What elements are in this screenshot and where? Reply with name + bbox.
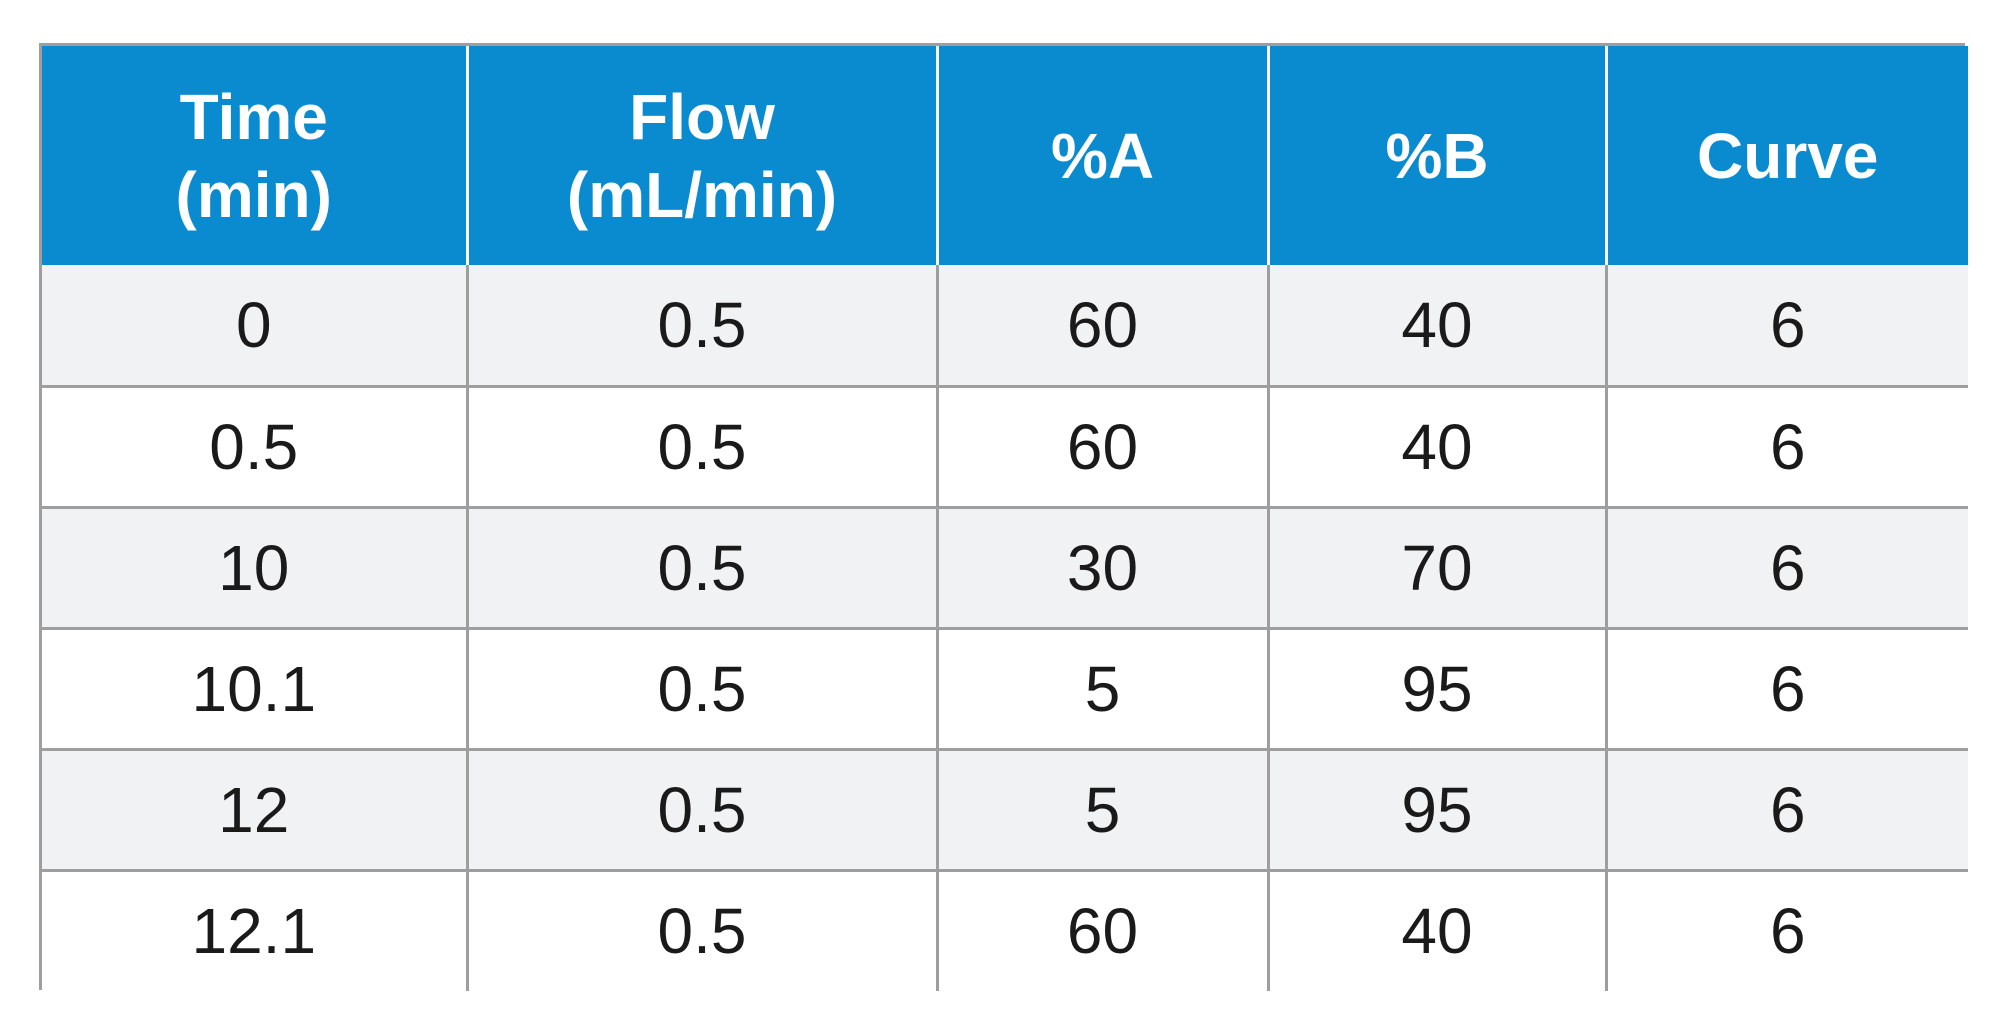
header-percent-b: %B (1266, 46, 1606, 265)
cell-percent-b: 40 (1266, 868, 1608, 991)
cell-time: 0 (42, 265, 469, 388)
header-time-line-1: Time (179, 80, 328, 153)
cell-percent-b: 40 (1266, 265, 1608, 388)
header-percent-b-label: %B (1385, 119, 1489, 192)
cell-percent-a: 5 (935, 626, 1270, 751)
cell-time: 12.1 (42, 868, 469, 991)
cell-percent-a: 5 (935, 747, 1270, 872)
cell-time: 12 (42, 747, 469, 872)
header-curve-label: Curve (1697, 119, 1879, 192)
header-row: Time (min) Flow (mL/min) %A %B Curve (42, 46, 1968, 265)
header-flow-line-1: Flow (629, 80, 775, 153)
cell-time: 10 (42, 505, 469, 630)
table-row: 0.5 0.5 60 40 6 (42, 384, 1968, 509)
header-flow: Flow (mL/min) (465, 46, 937, 265)
table-row: 12 0.5 5 95 6 (42, 747, 1968, 872)
header-time: Time (min) (42, 46, 467, 265)
cell-curve: 6 (1604, 384, 1968, 509)
table-row: 0 0.5 60 40 6 (42, 265, 1968, 388)
cell-curve: 6 (1604, 265, 1968, 388)
cell-percent-b: 70 (1266, 505, 1608, 630)
cell-percent-a: 60 (935, 265, 1270, 388)
cell-time: 10.1 (42, 626, 469, 751)
cell-percent-b: 95 (1266, 626, 1608, 751)
cell-flow: 0.5 (465, 626, 939, 751)
header-time-line-2: (min) (175, 158, 332, 231)
header-percent-a: %A (935, 46, 1268, 265)
gradient-table: Time (min) Flow (mL/min) %A %B Curve (42, 46, 1968, 991)
header-percent-a-label: %A (1050, 119, 1155, 192)
cell-flow: 0.5 (465, 747, 939, 872)
table-row: 10.1 0.5 5 95 6 (42, 626, 1968, 751)
table-row: 12.1 0.5 60 40 6 (42, 868, 1968, 991)
cell-flow: 0.5 (465, 868, 939, 991)
header-flow-line-2: (mL/min) (566, 158, 838, 231)
cell-percent-a: 30 (935, 505, 1270, 630)
cell-curve: 6 (1604, 505, 1968, 630)
table-row: 10 0.5 30 70 6 (42, 505, 1968, 630)
cell-flow: 0.5 (465, 265, 939, 388)
table-header: Time (min) Flow (mL/min) %A %B Curve (42, 46, 1968, 265)
gradient-table-container: Time (min) Flow (mL/min) %A %B Curve (39, 43, 1968, 991)
cell-percent-b: 40 (1266, 384, 1608, 509)
cell-time: 0.5 (42, 384, 469, 509)
cell-percent-b: 95 (1266, 747, 1608, 872)
table-body: 0 0.5 60 40 6 0.5 0.5 60 40 6 10 0.5 30 … (42, 265, 1968, 991)
cell-flow: 0.5 (465, 384, 939, 509)
cell-percent-a: 60 (935, 868, 1270, 991)
cell-flow: 0.5 (465, 505, 939, 630)
cell-percent-a: 60 (935, 384, 1270, 509)
cell-curve: 6 (1604, 868, 1968, 991)
cell-curve: 6 (1604, 626, 1968, 751)
header-curve: Curve (1604, 46, 1968, 265)
cell-curve: 6 (1604, 747, 1968, 872)
